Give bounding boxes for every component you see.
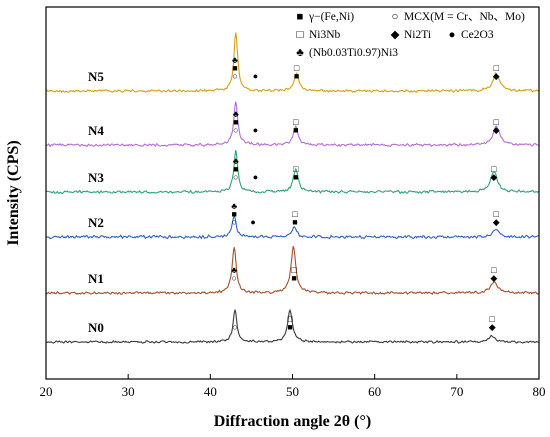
phase-marker: ◆ <box>493 125 500 135</box>
x-tick-label: 80 <box>533 384 546 399</box>
legend-label: γ−(Fe,Ni) <box>308 11 354 23</box>
phase-marker: □ <box>489 314 495 324</box>
phase-marker: ○ <box>232 71 237 81</box>
series-layer: N0 N1 N2 N3 N4 N5 <box>45 32 540 344</box>
phase-marker: ○ <box>232 322 237 332</box>
phase-marker: ● <box>253 172 258 182</box>
phase-marker: □ <box>491 164 497 174</box>
phase-marker: ◆ <box>493 217 500 227</box>
series-line-n3 <box>45 150 540 195</box>
x-tick-label: 50 <box>286 384 299 399</box>
phase-marker: ◆ <box>490 273 497 283</box>
legend-marker: ○ <box>392 11 399 23</box>
series-label: N0 <box>88 320 104 335</box>
legend: ■ γ−(Fe,Ni) ○ MCX(M = Cr、Nb、Mo) □ Ni3Nb ◆ Ni2Ti… <box>296 11 525 59</box>
phase-marker: □ <box>287 314 293 324</box>
phase-marker: ♣ <box>233 109 239 119</box>
phase-marker: □ <box>294 63 300 73</box>
phase-marker: □ <box>291 265 297 275</box>
phase-marker: ♣ <box>231 265 237 275</box>
phase-marker-layer: ○□■□◆♣○□■□◆♣■○ ●□■□◆♣■○ ●□■□◆♣■○ ●□■□◆♣■○ ●□… <box>231 55 500 332</box>
phase-marker: ◆ <box>490 172 497 182</box>
phase-marker: ■ <box>287 322 292 332</box>
phase-marker: ■ <box>233 164 238 174</box>
phase-marker: ○ <box>233 125 238 135</box>
legend-marker: ♣ <box>296 47 304 59</box>
phase-marker: ■ <box>291 273 296 283</box>
phase-marker: □ <box>494 209 500 219</box>
phase-marker: □ <box>293 164 299 174</box>
phase-marker: ○ <box>231 217 236 227</box>
series-label: N3 <box>88 170 104 185</box>
phase-marker: ■ <box>294 71 299 81</box>
legend-label: Ni2Ti <box>404 29 431 41</box>
phase-marker: ♣ <box>231 201 237 211</box>
phase-marker: ○ <box>233 172 238 182</box>
series-line-n0 <box>45 308 540 344</box>
phase-marker: ◆ <box>489 322 496 332</box>
phase-marker: ● <box>253 71 258 81</box>
x-tick-label: 60 <box>368 384 381 399</box>
series-label: N2 <box>88 215 104 230</box>
phase-marker: ○ <box>231 273 236 283</box>
series-label: N5 <box>88 69 104 84</box>
phase-marker: ■ <box>232 63 237 73</box>
legend-label: (Nb0.03Ti0.97)Ni3 <box>309 47 398 59</box>
phase-marker: ◆ <box>493 71 500 81</box>
legend-label: MCX(M = Cr、Nb、Mo) <box>404 11 525 23</box>
legend-label: Ce2O3 <box>461 29 494 41</box>
phase-marker: ■ <box>293 172 298 182</box>
phase-marker: ■ <box>231 209 236 219</box>
legend-marker: ◆ <box>391 29 400 41</box>
series-label: N4 <box>88 123 104 138</box>
phase-marker: □ <box>494 63 500 73</box>
phase-marker: ■ <box>293 125 298 135</box>
phase-marker: □ <box>494 117 500 127</box>
x-tick-label: 70 <box>450 384 463 399</box>
series-line-n5 <box>45 32 540 94</box>
legend-label: Ni3Nb <box>309 29 341 41</box>
series-line-n1 <box>45 246 540 296</box>
series-line-n2 <box>45 214 539 240</box>
phase-marker: ■ <box>292 217 297 227</box>
phase-marker: ● <box>253 125 258 135</box>
phase-marker: □ <box>292 209 298 219</box>
phase-marker: □ <box>293 117 299 127</box>
phase-marker: ♣ <box>233 156 239 166</box>
legend-marker: ● <box>449 29 456 41</box>
phase-marker: □ <box>491 265 497 275</box>
x-tick-label: 30 <box>122 384 135 399</box>
legend-marker: □ <box>297 29 304 41</box>
series-line-n4 <box>45 101 540 148</box>
x-tick-label: 20 <box>40 384 53 399</box>
phase-marker: ♣ <box>232 55 238 65</box>
x-tick-label: 40 <box>204 384 217 399</box>
legend-marker: ■ <box>297 11 304 23</box>
x-axis-title: Diffraction angle 2θ (°) <box>214 413 371 430</box>
phase-marker: ■ <box>233 117 238 127</box>
series-label: N1 <box>88 271 104 286</box>
phase-marker: ● <box>250 217 255 227</box>
x-ticks: 20 30 40 50 60 70 80 <box>40 374 546 399</box>
y-axis-title: Intensity (CPS) <box>5 140 22 245</box>
